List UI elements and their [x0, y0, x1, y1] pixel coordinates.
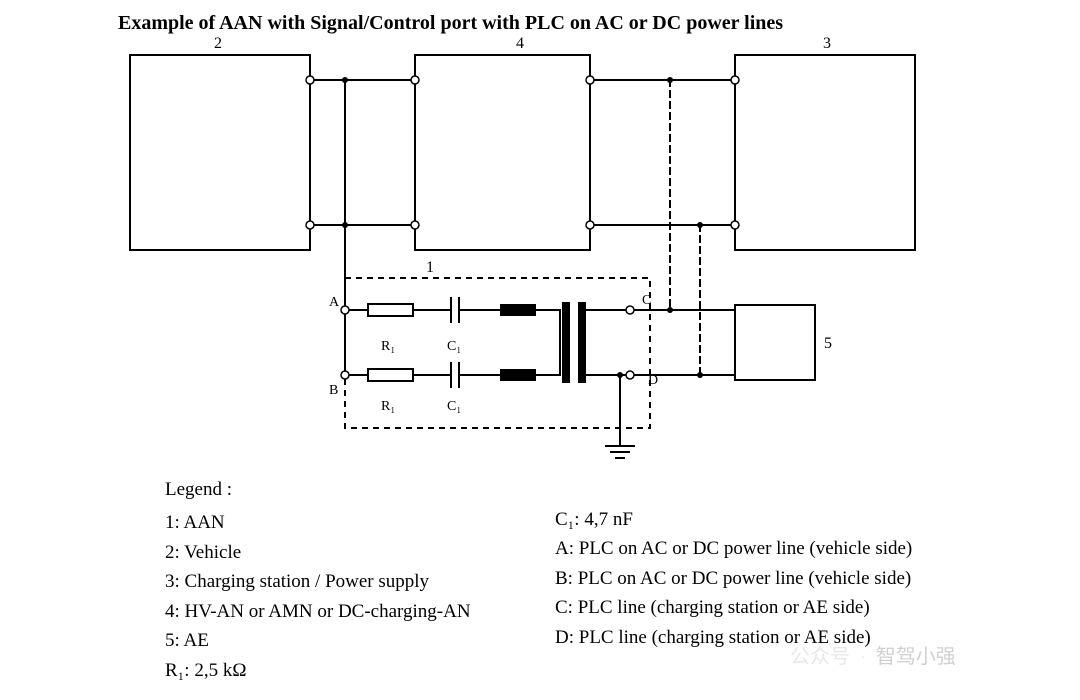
svg-text:R₁: R₁	[381, 399, 395, 414]
legend-left-column: Legend : 1: AAN2: Vehicle3: Charging sta…	[165, 475, 471, 685]
svg-text:R₁: R₁	[381, 339, 395, 354]
svg-text:C₁: C₁	[447, 399, 461, 414]
watermark-name: 智驾小强	[876, 646, 956, 668]
svg-text:4: 4	[516, 35, 524, 52]
legend-item: 2: Vehicle	[165, 538, 471, 567]
svg-text:5: 5	[824, 335, 832, 352]
legend-item: C₁: 4,7 nF	[555, 505, 912, 534]
legend-item: A: PLC on AC or DC power line (vehicle s…	[555, 534, 912, 563]
legend-item: 3: Charging station / Power supply	[165, 567, 471, 596]
legend-item: R₁: 2,5 kΩ	[165, 656, 471, 685]
svg-text:A: A	[329, 295, 340, 310]
svg-text:C: C	[642, 293, 651, 308]
svg-text:C₁: C₁	[447, 339, 461, 354]
watermark: 公众号 · 智驾小强	[790, 640, 956, 669]
watermark-brand: 公众号	[790, 646, 850, 668]
legend-item: 5: AE	[165, 626, 471, 655]
legend-item: 1: AAN	[165, 508, 471, 537]
legend-right-column: C₁: 4,7 nFA: PLC on AC or DC power line …	[555, 505, 912, 652]
legend-item: B: PLC on AC or DC power line (vehicle s…	[555, 564, 912, 593]
legend-heading: Legend :	[165, 475, 471, 504]
svg-text:1: 1	[426, 259, 434, 276]
svg-text:3: 3	[823, 35, 831, 52]
svg-text:D: D	[648, 373, 658, 388]
legend-item: C: PLC line (charging station or AE side…	[555, 593, 912, 622]
svg-text:B: B	[329, 383, 338, 398]
legend-item: 4: HV-AN or AMN or DC-charging-AN	[165, 597, 471, 626]
circuit-diagram: 2 4 3 5 1 R₁ C₁ R₁ C₁ A B C D	[0, 0, 1080, 470]
svg-text:2: 2	[214, 35, 222, 52]
